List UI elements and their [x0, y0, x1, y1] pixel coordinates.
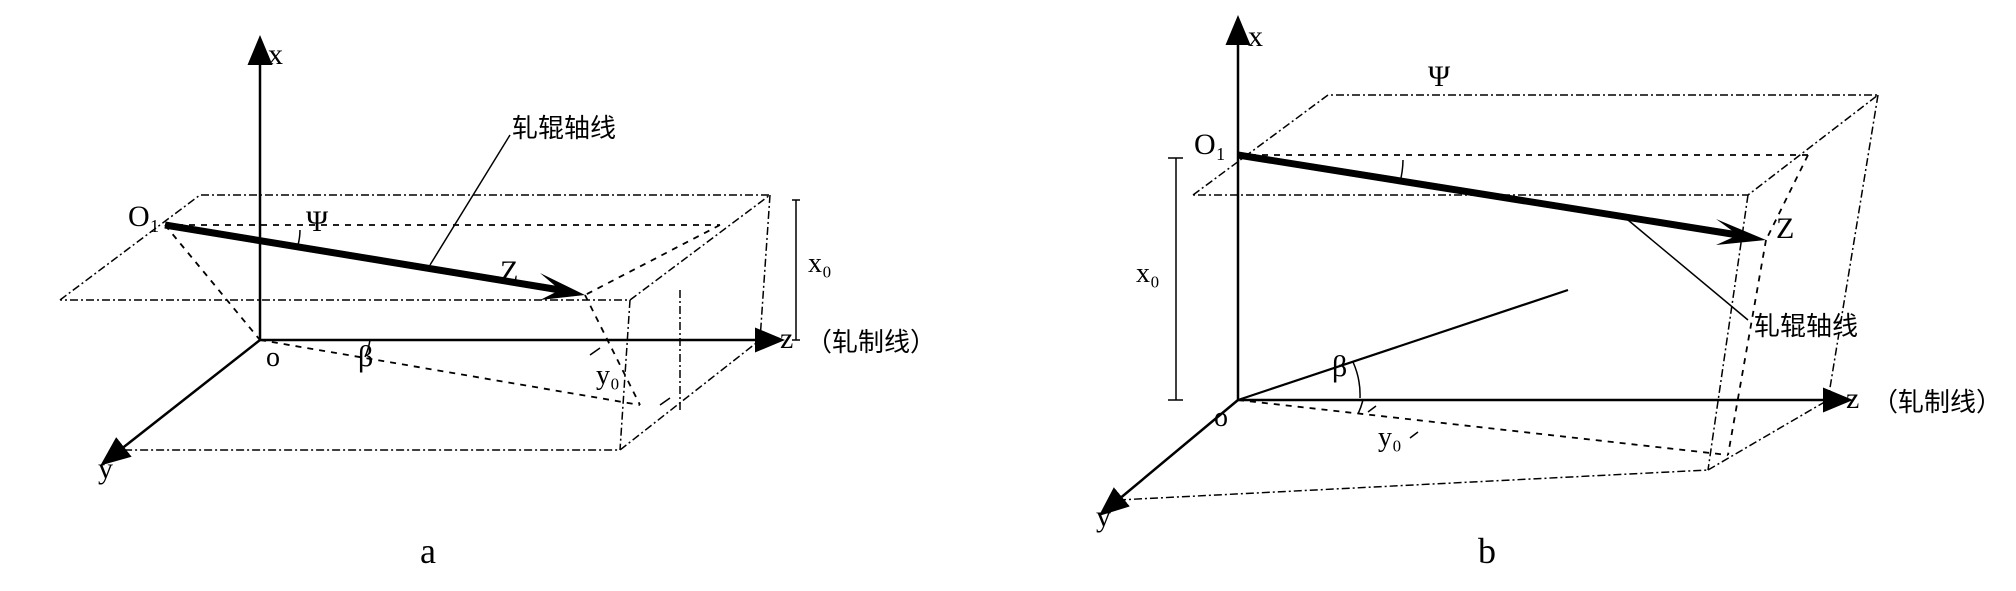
vedge-1: [1828, 95, 1878, 400]
figure-b-svg: [1008, 0, 2016, 591]
caption-a: a: [420, 530, 436, 572]
angle-psi: [298, 230, 300, 245]
label-x: x: [1248, 20, 1263, 54]
base-front: [1118, 470, 1708, 500]
label-z: z: [1846, 382, 1859, 416]
label-z-note: （轧制线）: [806, 322, 936, 359]
x0-dim: [1168, 158, 1183, 400]
label-Z: Z: [1776, 212, 1794, 246]
label-x: x: [268, 38, 283, 72]
label-y: y: [1096, 500, 1111, 534]
label-roll-axis: 轧辊轴线: [512, 108, 616, 145]
angle-beta2: [1353, 362, 1360, 398]
upper-plane: [1193, 95, 1878, 195]
label-beta: β: [358, 340, 373, 374]
figure-a: x y z （轧制线） o O₁ Z Ψ β x₀ y₀ 轧辊轴线 a: [0, 0, 1008, 591]
dash-proj-base2: [165, 225, 260, 340]
figure-b: x y z （轧制线） o O₁ Z Ψ β x₀ y₀ 轧辊轴线 b: [1008, 0, 2016, 591]
leader-axis-label: [430, 135, 510, 265]
label-psi: Ψ: [306, 205, 328, 239]
angle-beta: [1358, 400, 1363, 414]
label-beta: β: [1332, 350, 1347, 384]
lower-plane: [120, 340, 760, 450]
label-roll-axis: 轧辊轴线: [1754, 306, 1858, 343]
label-y0: y₀: [1378, 422, 1402, 454]
figure-a-svg: [0, 0, 1008, 591]
label-y0: y₀: [596, 360, 620, 392]
label-z-note: （轧制线）: [1872, 382, 2002, 419]
dash-diag-top: [585, 225, 720, 295]
label-z: z: [780, 322, 793, 356]
upper-plane: [60, 195, 770, 300]
base-right: [1708, 400, 1828, 470]
label-o: o: [266, 342, 280, 374]
label-psi: Ψ: [1428, 60, 1450, 94]
dash-tipdrop: [1728, 240, 1766, 455]
caption-b: b: [1478, 530, 1496, 572]
label-y: y: [98, 452, 113, 486]
dash-box-1: [200, 120, 260, 195]
label-x0: x₀: [1136, 258, 1160, 290]
x0-edge-1: [760, 195, 770, 340]
label-o: o: [1214, 402, 1228, 434]
label-Z-arrow: Z: [500, 255, 518, 289]
dash-proj: [1238, 290, 1568, 400]
label-o1: O₁: [128, 200, 160, 234]
x0-dim: [792, 200, 800, 340]
label-o1: O₁: [1194, 128, 1226, 162]
label-x0: x₀: [808, 248, 832, 280]
dash-proj-base: [260, 340, 640, 405]
dash-proj2: [1238, 400, 1728, 455]
